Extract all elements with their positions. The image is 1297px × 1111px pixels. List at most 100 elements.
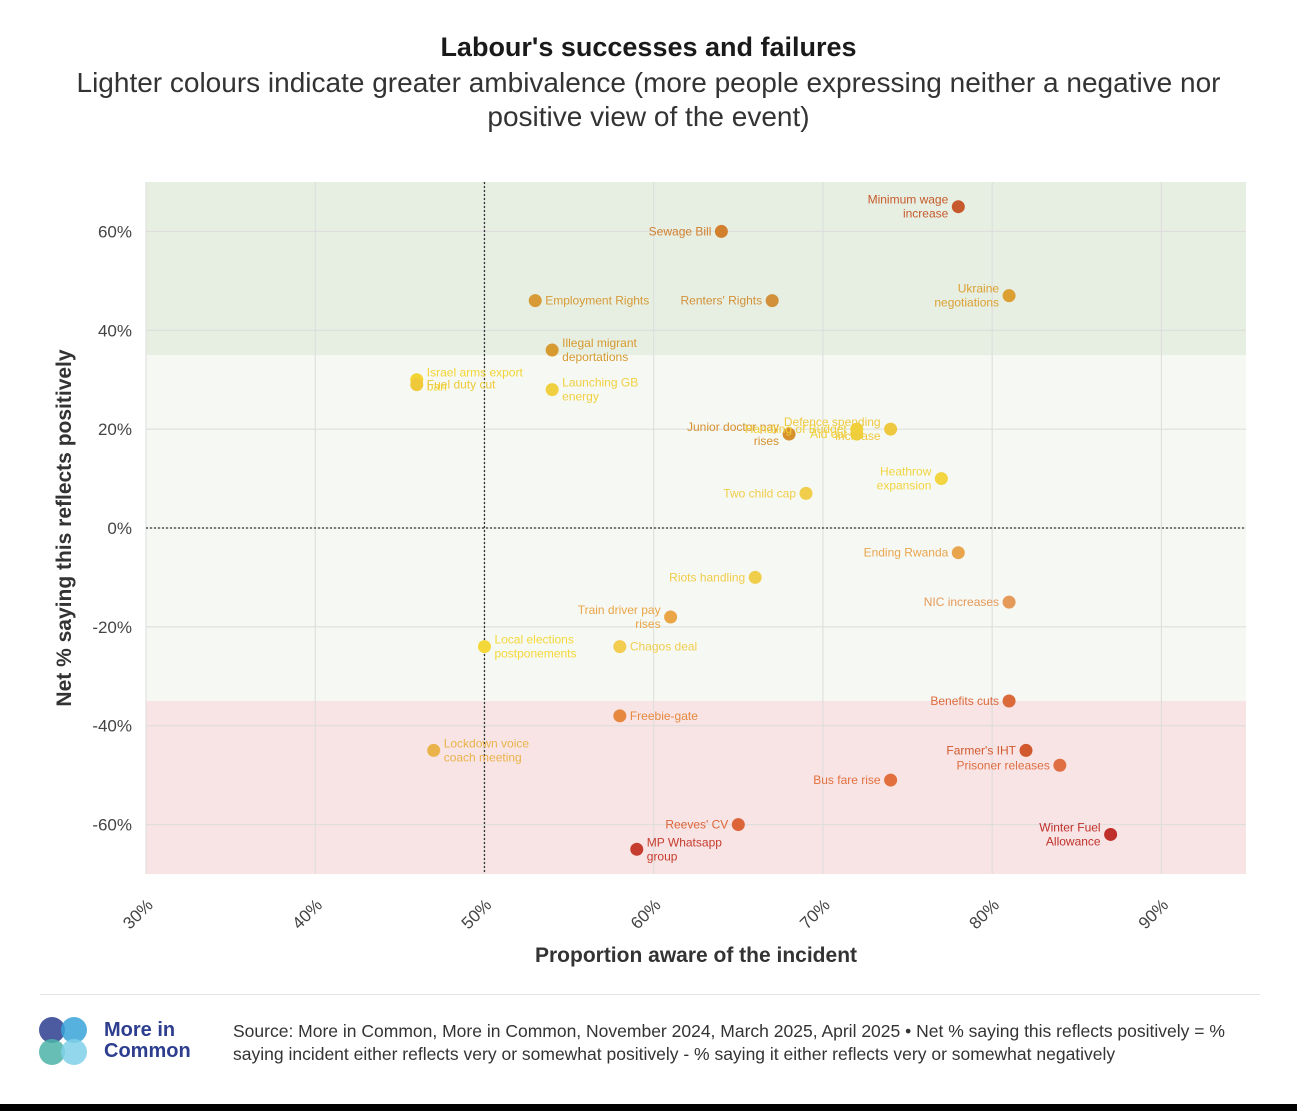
data-label: Handling of Budget — [745, 422, 848, 436]
data-label: Israel arms export ban — [427, 366, 524, 394]
chart-title: Labour's successes and failures — [440, 32, 857, 62]
data-label-line: Reeves' CV — [665, 818, 728, 832]
scatter-chart: 60% 40% 20% 0% -20% -40% -60% 30% 40% 50% 60% 70% 8… — [53, 182, 1246, 967]
data-label: Minimum wage increase — [868, 193, 949, 221]
data-point — [664, 610, 678, 624]
y-tick-label: 0% — [107, 519, 132, 538]
data-point — [731, 818, 745, 832]
y-axis-ticks: 60% 40% 20% 0% -20% -40% -60% — [92, 222, 132, 834]
data-label-line: Ukraine — [958, 282, 1000, 296]
chart-subtitle: Lighter colours indicate greater ambival… — [76, 67, 1221, 132]
data-point — [850, 427, 864, 441]
data-point — [714, 224, 728, 238]
data-label: Junior doctor pay rises — [687, 420, 779, 448]
data-label-line: Defence spending — [784, 415, 881, 429]
data-point — [951, 200, 965, 214]
y-axis-title: Net % saying this reflects positively — [53, 349, 76, 706]
y-tick-label: -60% — [92, 816, 132, 835]
data-point — [1104, 827, 1118, 841]
data-label-line: Winter Fuel — [1039, 820, 1100, 834]
data-label-line: Chagos deal — [630, 640, 697, 654]
data-label: Reeves' CV — [665, 818, 728, 832]
x-tick-label: 60% — [627, 895, 664, 932]
data-label-line: Riots handling — [669, 570, 745, 584]
data-label-line: increase — [835, 429, 881, 443]
brand-line-1: More in — [104, 1019, 176, 1041]
data-label-line: ban — [427, 380, 447, 394]
brand-line-2: Common — [104, 1040, 191, 1062]
data-label-line: negotiations — [934, 296, 999, 310]
data-point — [1002, 694, 1016, 708]
data-point — [545, 343, 559, 357]
data-label: Lockdown voice coach meeting — [444, 736, 530, 764]
y-tick-label: -40% — [92, 717, 132, 736]
data-label-line: Ending Rwanda — [864, 546, 949, 560]
data-label-line: NIC increases — [924, 595, 999, 609]
logo-circle — [39, 1017, 65, 1043]
data-point — [1053, 758, 1067, 772]
data-label-line: Train driver pay — [578, 603, 661, 617]
data-point — [613, 640, 627, 654]
data-label: Ukraine negotiations — [934, 282, 999, 310]
data-point — [427, 743, 441, 757]
x-tick-label: 50% — [458, 895, 495, 932]
logo-circle — [61, 1017, 87, 1043]
data-label: Train driver pay rises — [578, 603, 661, 631]
data-label-line: Handling of Budget — [745, 422, 848, 436]
y-tick-label: 20% — [98, 420, 132, 439]
data-point — [884, 773, 898, 787]
logo-circle — [39, 1039, 65, 1065]
data-label-line: expansion — [877, 479, 932, 493]
data-label-line: Aid cut — [810, 427, 847, 441]
x-tick-label: 30% — [119, 895, 156, 932]
data-point — [613, 709, 627, 723]
data-point — [884, 422, 898, 436]
logo-mark-icon — [39, 1017, 87, 1065]
data-label: Freebie-gate — [630, 709, 698, 723]
data-label: NIC increases — [924, 595, 999, 609]
source-note: Source: More in Common, More in Common, … — [233, 1021, 1225, 1064]
data-labels: Minimum wage increase Sewage Bill Employmen… — [427, 193, 1101, 864]
data-label-line: deportations — [562, 350, 628, 364]
data-label-line: Two child cap — [723, 486, 796, 500]
data-label-line: Lockdown voice — [444, 736, 530, 750]
reference-lines — [146, 182, 1246, 874]
y-tick-label: -20% — [92, 618, 132, 637]
data-label-line: increase — [903, 207, 949, 221]
data-label-line: Launching GB — [562, 376, 638, 390]
data-point — [799, 486, 813, 500]
data-label: Launching GB energy — [562, 376, 638, 404]
y-tick-label: 60% — [98, 222, 132, 241]
data-label: Prisoner releases — [956, 758, 1049, 772]
data-point — [765, 294, 779, 308]
data-label-line: Bus fare rise — [813, 773, 881, 787]
data-label-line: group — [647, 849, 678, 863]
data-label-line: Fuel duty cut — [427, 378, 496, 392]
data-label: Aid cut — [810, 427, 847, 441]
logo-circle — [61, 1039, 87, 1065]
data-label-line: rises — [754, 434, 779, 448]
footer-divider — [40, 994, 1260, 995]
data-label: Sewage Bill — [649, 224, 712, 238]
data-point — [951, 546, 965, 560]
band-2 — [146, 701, 1246, 874]
data-label-line: postponements — [494, 647, 576, 661]
data-label: Bus fare rise — [813, 773, 881, 787]
band-0 — [146, 182, 1246, 355]
data-label-line: Benefits cuts — [930, 694, 999, 708]
data-label-line: Renters' Rights — [680, 294, 762, 308]
data-label: Employment Rights — [545, 294, 649, 308]
x-axis-title: Proportion aware of the incident — [535, 944, 857, 967]
data-label: Local elections postponements — [494, 633, 576, 661]
data-label-line: Israel arms export — [427, 366, 524, 380]
data-label: Benefits cuts — [930, 694, 999, 708]
data-label-line: Allowance — [1046, 834, 1101, 848]
data-label-line: Employment Rights — [545, 294, 649, 308]
data-point — [1002, 289, 1016, 303]
data-label-line: Illegal migrant — [562, 336, 637, 350]
x-tick-label: 70% — [796, 895, 833, 932]
data-label: Farmer's IHT — [946, 743, 1016, 757]
data-label-line: Farmer's IHT — [946, 743, 1016, 757]
data-label-line: coach meeting — [444, 750, 522, 764]
data-point — [1019, 743, 1033, 757]
